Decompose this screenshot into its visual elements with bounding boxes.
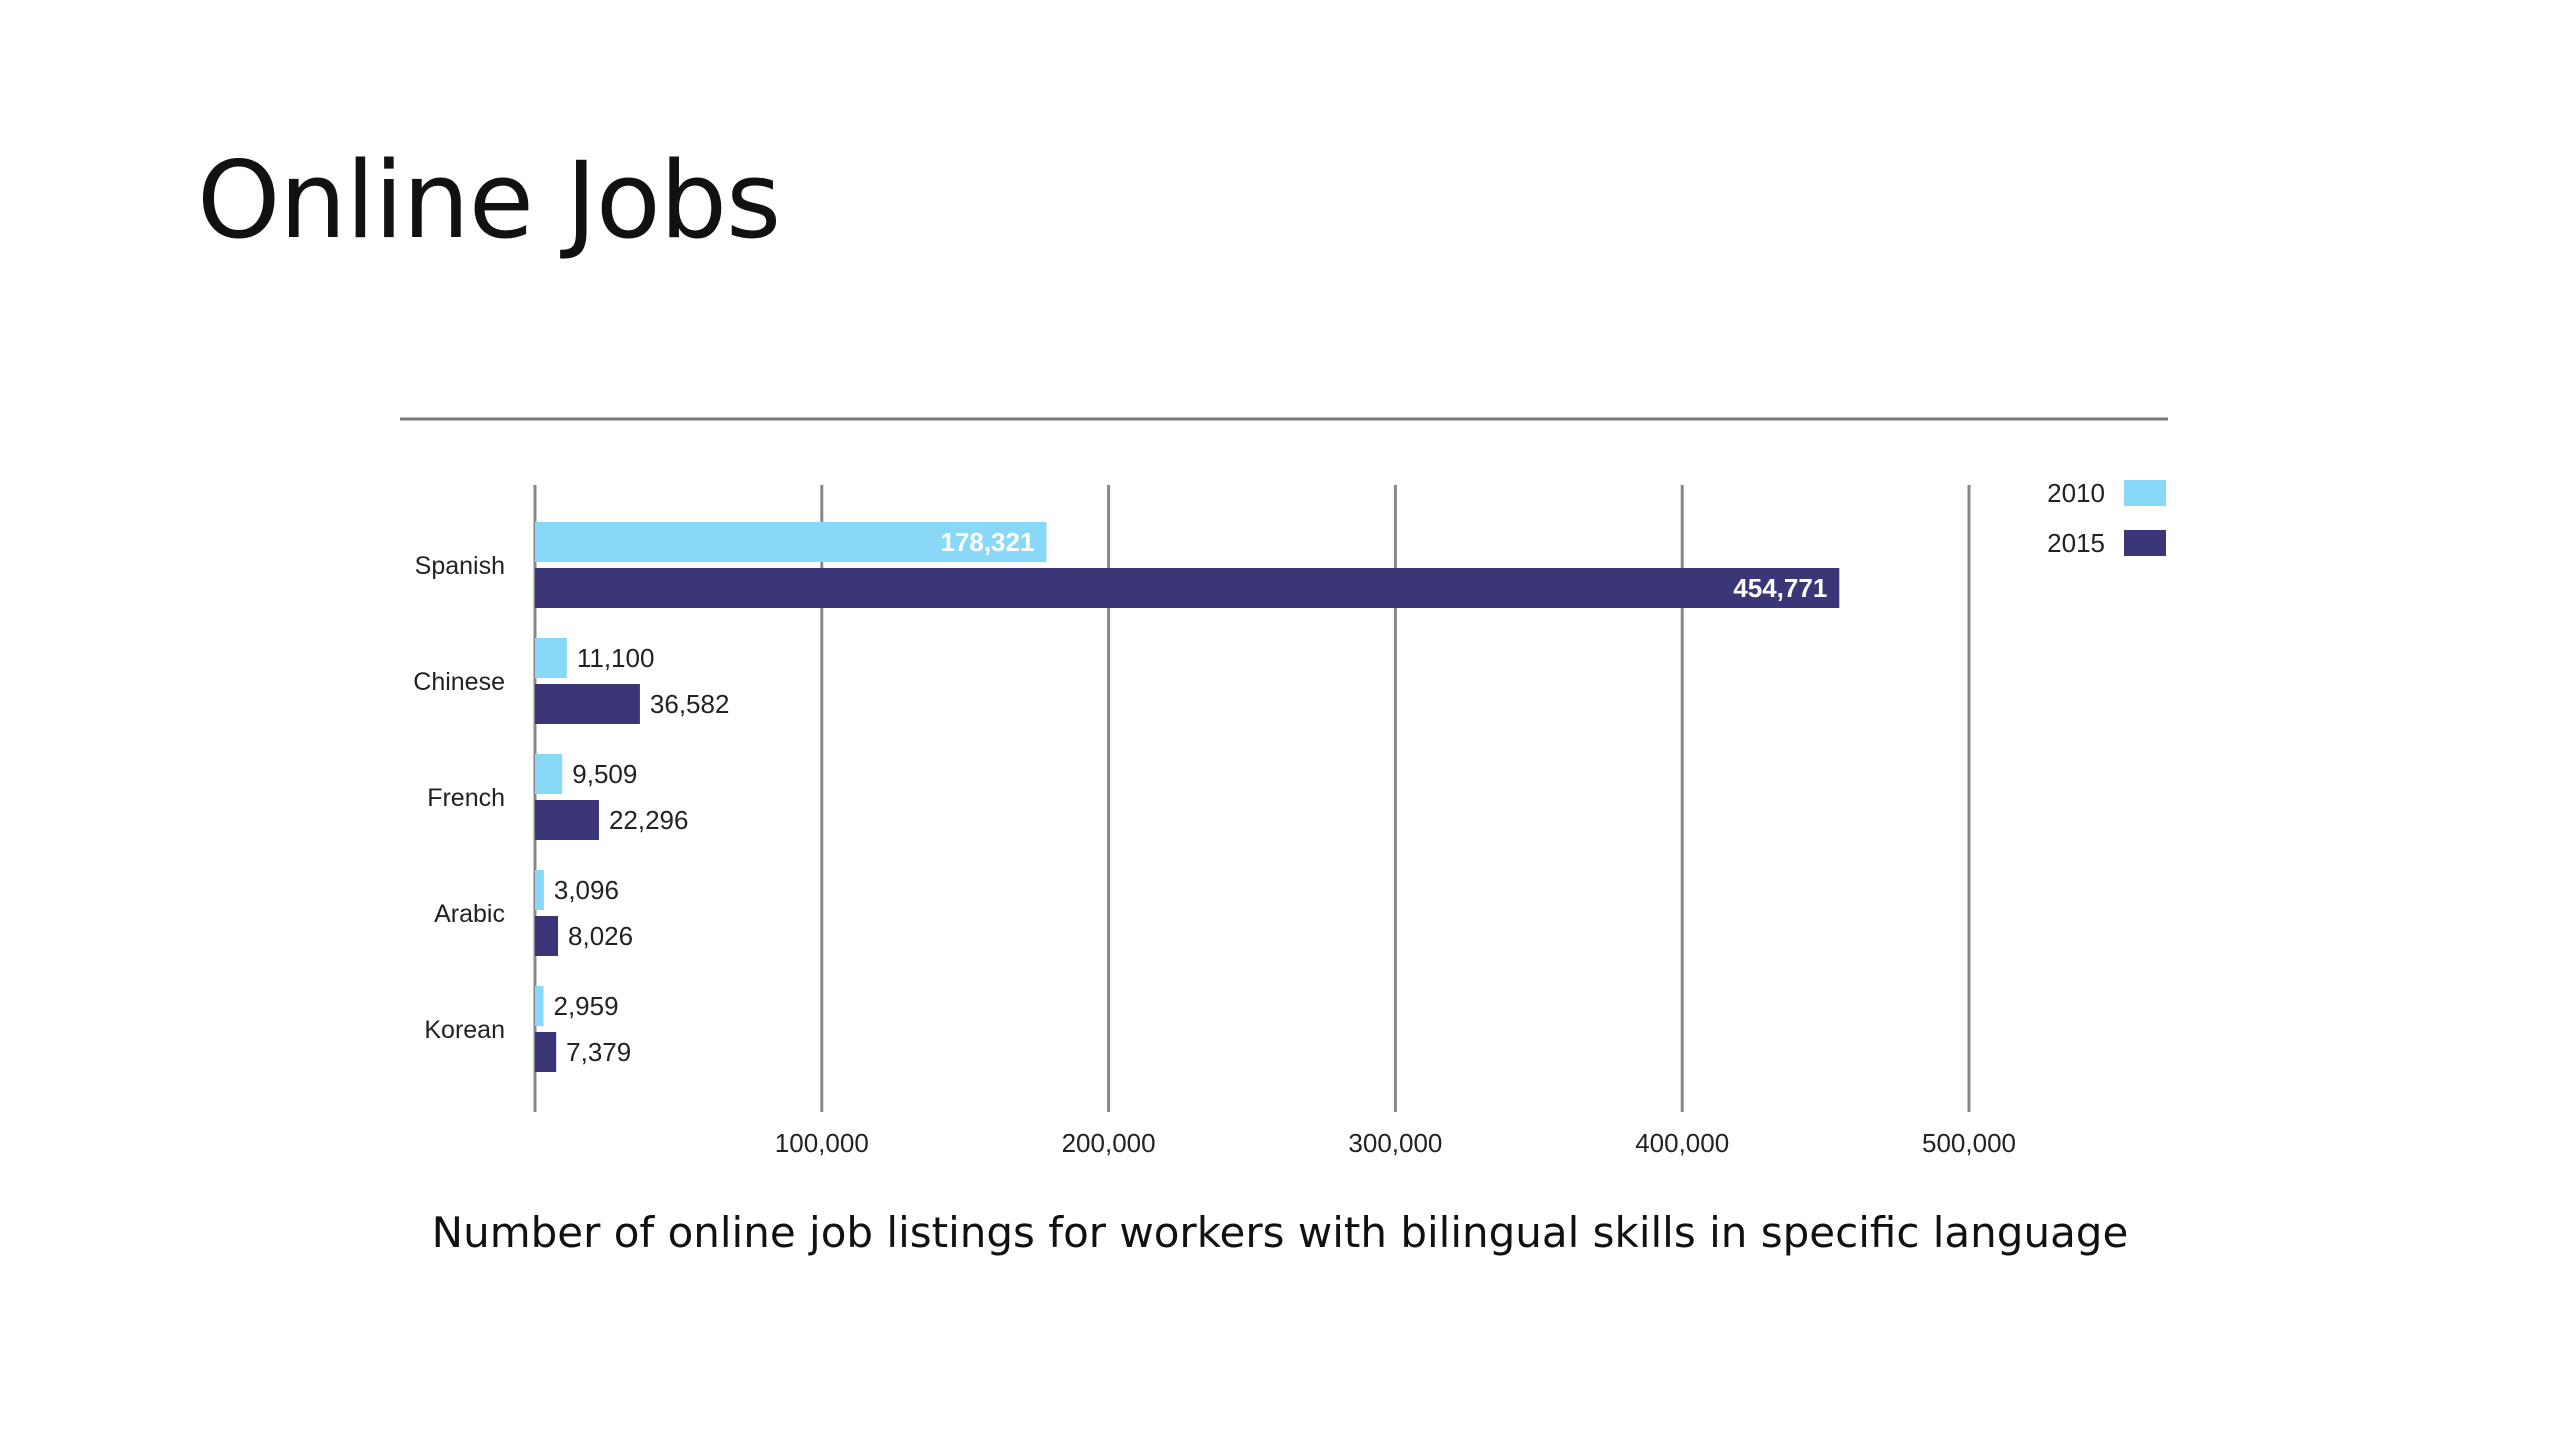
x-tick-label: 400,000: [1635, 1128, 1729, 1158]
data-label: 22,296: [609, 805, 689, 835]
bar-2015: [535, 568, 1840, 608]
bar-2010: [535, 522, 1047, 562]
bar-2015: [535, 916, 559, 956]
category-label: Spanish: [415, 552, 505, 580]
x-tick-label: 100,000: [775, 1128, 869, 1158]
slide-title: Online Jobs: [197, 139, 781, 262]
chart-caption: Number of online job listings for worker…: [431, 1208, 2129, 1257]
bar-2015: [535, 800, 599, 840]
data-label: 9,509: [572, 759, 637, 789]
data-label: 36,582: [650, 689, 730, 719]
legend-swatch: [2124, 530, 2166, 556]
bar-2010: [535, 986, 544, 1026]
legend-label: 2015: [2047, 528, 2105, 558]
x-tick-label: 500,000: [1922, 1128, 2016, 1158]
data-label: 11,100: [577, 643, 655, 673]
data-label: 178,321: [940, 527, 1034, 557]
bar-2010: [535, 638, 567, 678]
category-label: Korean: [424, 1016, 505, 1044]
category-label: French: [427, 784, 505, 812]
data-label: 8,026: [568, 921, 633, 951]
data-label: 3,096: [554, 875, 619, 905]
bar-2010: [535, 870, 544, 910]
legend-swatch: [2124, 480, 2166, 506]
x-tick-label: 200,000: [1062, 1128, 1156, 1158]
data-label: 7,379: [566, 1037, 631, 1067]
data-label: 2,959: [553, 991, 618, 1021]
bar-2010: [535, 754, 563, 794]
category-label: Chinese: [413, 668, 505, 696]
legend-label: 2010: [2047, 478, 2105, 508]
bar-2015: [535, 684, 640, 724]
x-tick-label: 300,000: [1348, 1128, 1442, 1158]
bar-2015: [535, 1032, 557, 1072]
category-label: Arabic: [434, 900, 505, 928]
data-label: 454,771: [1733, 573, 1827, 603]
